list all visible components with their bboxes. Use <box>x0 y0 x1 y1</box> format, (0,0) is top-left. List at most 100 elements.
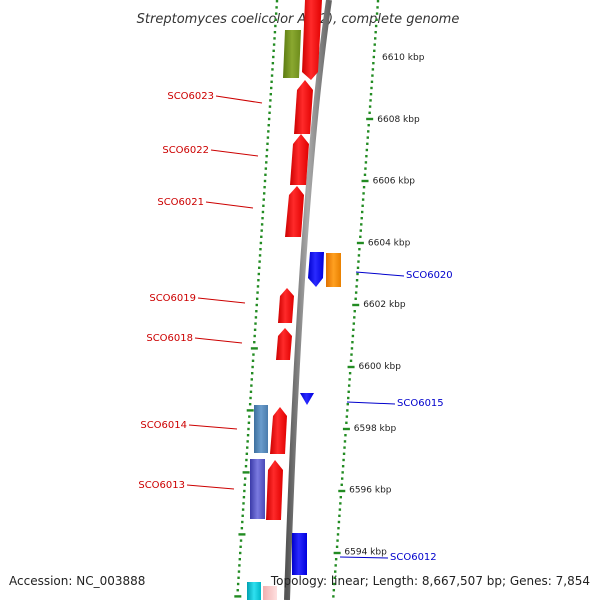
tick-mark <box>346 409 349 412</box>
gene-sco6023[interactable] <box>294 80 313 134</box>
tick-mark <box>255 303 258 307</box>
tick-mark <box>246 446 249 449</box>
topology-text: Topology: linear; Length: 8,667,507 bp; … <box>270 574 590 588</box>
tick-mark <box>339 496 342 499</box>
gene-sco6013-purple[interactable] <box>250 459 265 519</box>
tick-mark <box>246 434 250 437</box>
gene-sco6014[interactable] <box>270 407 287 454</box>
gene-sco6019[interactable] <box>278 288 294 323</box>
gene-sco6015[interactable] <box>300 393 314 405</box>
tick-mark <box>242 496 246 499</box>
tick-mark <box>361 198 365 201</box>
tick-mark <box>367 130 370 133</box>
gene-sco6020-blue[interactable] <box>308 252 324 287</box>
tick-mark <box>349 359 353 362</box>
tick-mark <box>245 452 249 455</box>
gene-label-sco6019[interactable]: SCO6019 <box>149 293 196 304</box>
tick-mark <box>371 68 375 71</box>
tick-mark <box>271 68 274 71</box>
tick-mark <box>341 471 344 474</box>
gene-sco6014-steel[interactable] <box>254 405 268 453</box>
tick-mark <box>333 576 336 579</box>
tick-mark <box>348 372 352 375</box>
tick-mark <box>338 514 341 517</box>
tick-mark <box>361 204 364 207</box>
tick-mark <box>337 520 341 524</box>
gene-bottom-cyan[interactable] <box>247 582 261 600</box>
tick-mark <box>364 167 367 170</box>
gene-label-sco6021[interactable]: SCO6021 <box>157 197 204 208</box>
tick-mark <box>257 272 261 276</box>
gene-top-red[interactable] <box>302 0 322 80</box>
tick-mark <box>332 589 336 592</box>
scale-label: 6596 kbp <box>349 486 392 496</box>
tick-mark <box>376 0 380 3</box>
tick-mark <box>333 551 341 555</box>
tick-mark <box>243 477 247 480</box>
tick-mark <box>247 421 251 424</box>
tick-mark <box>374 31 377 34</box>
tick-mark <box>272 49 275 52</box>
gene-sco6022[interactable] <box>290 134 309 185</box>
tick-mark <box>252 353 255 356</box>
gene-label-sco6013[interactable]: SCO6013 <box>138 480 185 491</box>
tick-mark <box>358 248 361 251</box>
tick-mark <box>366 142 369 145</box>
tick-mark <box>365 148 369 152</box>
tick-mark <box>265 155 268 158</box>
gene-sco6021[interactable] <box>285 186 304 237</box>
tick-mark <box>266 142 269 145</box>
tick-mark <box>238 564 241 567</box>
tick-mark <box>261 210 265 214</box>
tick-mark <box>267 117 271 121</box>
tick-mark <box>270 74 274 77</box>
tick-mark <box>375 18 378 21</box>
leader-line <box>186 484 235 490</box>
tick-mark <box>340 483 343 486</box>
gene-bottom-pink[interactable] <box>263 586 277 600</box>
tick-mark <box>374 24 378 28</box>
tick-mark <box>237 570 241 573</box>
tick-mark <box>342 427 350 431</box>
gene-sco6012[interactable] <box>292 533 307 575</box>
tick-mark <box>250 384 253 387</box>
tick-mark <box>258 260 261 263</box>
gene-label-sco6018[interactable]: SCO6018 <box>146 333 193 344</box>
gene-label-leaders <box>186 95 405 559</box>
tick-mark <box>274 18 277 21</box>
gene-label-sco6015[interactable]: SCO6015 <box>397 398 444 409</box>
tick-mark <box>264 173 267 176</box>
tick-mark <box>249 390 253 393</box>
gene-label-sco6014[interactable]: SCO6014 <box>140 420 187 431</box>
tick-mark <box>262 204 265 207</box>
scale-label: 6600 kbp <box>359 362 402 372</box>
leader-line <box>188 424 238 430</box>
gene-features <box>247 0 341 600</box>
tick-mark <box>262 198 265 201</box>
gene-sco6013[interactable] <box>266 460 283 520</box>
tick-mark <box>239 551 242 555</box>
tick-mark <box>347 384 351 387</box>
tick-mark <box>350 353 353 356</box>
tick-mark <box>241 514 244 517</box>
gene-sco6020-orange[interactable] <box>326 253 341 287</box>
tick-mark <box>347 396 350 400</box>
gene-label-sco6012[interactable]: SCO6012 <box>390 552 437 563</box>
tick-mark <box>336 539 339 542</box>
tick-mark <box>241 520 244 524</box>
tick-mark <box>268 111 271 114</box>
tick-mark <box>367 124 370 127</box>
tick-mark <box>271 62 275 65</box>
gene-label-sco6023[interactable]: SCO6023 <box>167 91 214 102</box>
gene-olive[interactable] <box>283 30 301 78</box>
tick-mark <box>356 266 360 269</box>
tick-mark <box>362 186 366 189</box>
gene-label-sco6022[interactable]: SCO6022 <box>162 145 209 156</box>
gene-sco6018[interactable] <box>276 328 292 360</box>
map-title: Streptomyces coelicolor A3(2), complete … <box>137 12 460 27</box>
tick-mark <box>334 570 337 573</box>
tick-mark <box>336 533 340 536</box>
gene-label-sco6020[interactable]: SCO6020 <box>406 270 453 281</box>
tick-mark <box>257 279 260 282</box>
